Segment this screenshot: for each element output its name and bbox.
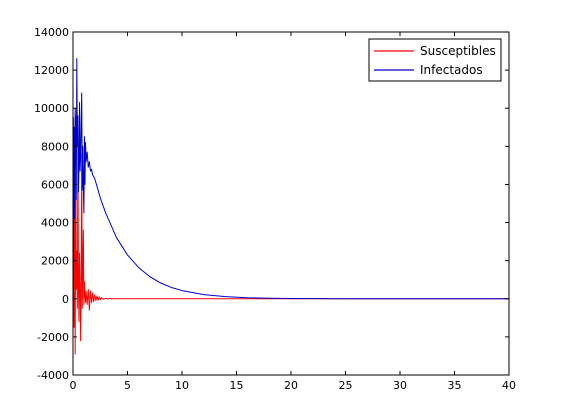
x-tick-label: 15 [230, 379, 244, 392]
plot-area [73, 32, 509, 375]
y-tick-label: 10000 [34, 102, 69, 115]
y-tick-label: 0 [62, 293, 69, 306]
x-tick-label: 30 [393, 379, 407, 392]
legend: Susceptibles Infectados [368, 38, 502, 82]
x-tick-label: 20 [284, 379, 298, 392]
x-tick-label: 10 [175, 379, 189, 392]
y-tick-label: 6000 [41, 178, 69, 191]
y-tick-label: 12000 [34, 64, 69, 77]
legend-label-infectados: Infectados [420, 63, 483, 77]
y-tick-label: -2000 [37, 331, 69, 344]
y-tick-label: 14000 [34, 26, 69, 39]
series-line-susceptibles [73, 115, 509, 355]
series-line-infectados [73, 58, 509, 300]
x-tick-label: 0 [70, 379, 77, 392]
y-tick-label: 4000 [41, 217, 69, 230]
y-tick-label: -4000 [37, 369, 69, 382]
x-tick-label: 35 [448, 379, 462, 392]
legend-label-susceptibles: Susceptibles [420, 44, 496, 58]
x-axis: 0 5 10 15 20 25 30 35 40 [70, 32, 516, 392]
y-tick-label: 2000 [41, 255, 69, 268]
y-tick-label: 8000 [41, 140, 69, 153]
x-tick-label: 5 [124, 379, 131, 392]
series-layer [73, 58, 509, 355]
x-tick-label: 40 [502, 379, 516, 392]
x-tick-label: 25 [339, 379, 353, 392]
y-axis: -4000 -2000 0 2000 4000 6000 8000 10000 12000 140… [34, 26, 509, 382]
legend-box [368, 38, 502, 82]
